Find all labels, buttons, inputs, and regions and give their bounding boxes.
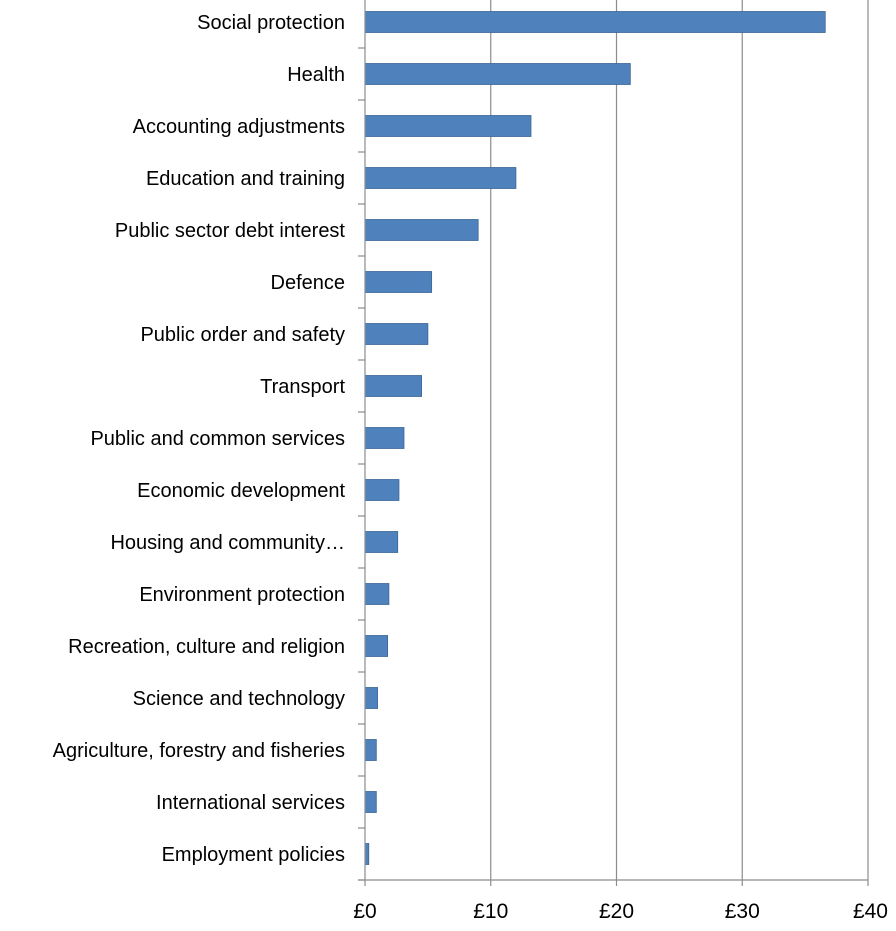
category-label: Public order and safety	[140, 324, 345, 346]
category-label: Housing and community…	[110, 532, 345, 554]
category-label: Environment protection	[139, 584, 345, 606]
category-label: Education and training	[146, 168, 345, 190]
gridlines	[490, 0, 869, 880]
x-tick-label: £0	[353, 900, 376, 923]
category-label: Economic development	[137, 480, 345, 502]
bar	[364, 739, 377, 761]
x-tick-labels: £0 £10 £20 £30 £40	[353, 900, 888, 923]
category-label: Employment policies	[162, 844, 345, 866]
bar	[364, 791, 377, 813]
axes	[358, 0, 869, 886]
bar	[364, 583, 390, 605]
bar	[364, 375, 422, 397]
bar	[364, 271, 433, 293]
bar	[364, 219, 479, 241]
category-labels: Social protection Health Accounting adjust…	[53, 12, 346, 866]
x-tick-label: £10	[473, 900, 508, 923]
bar	[364, 687, 378, 709]
bar	[364, 635, 389, 657]
x-tick-label: £40	[853, 900, 888, 923]
bar	[364, 115, 532, 137]
category-label: Social protection	[197, 12, 345, 34]
category-label: Public sector debt interest	[115, 220, 346, 242]
bar	[364, 167, 517, 189]
bar	[364, 323, 429, 345]
bar	[364, 427, 405, 449]
category-label: Transport	[260, 376, 345, 398]
x-tick-label: £20	[599, 900, 634, 923]
category-label: Recreation, culture and religion	[68, 636, 345, 658]
category-label: Agriculture, forestry and fisheries	[53, 740, 345, 762]
x-tick-label: £30	[725, 900, 760, 923]
bar	[364, 479, 400, 501]
category-label: International services	[156, 792, 345, 814]
category-label: Defence	[271, 272, 346, 294]
bar	[364, 531, 399, 553]
bars	[364, 11, 826, 865]
category-label: Health	[287, 64, 345, 86]
bar	[364, 63, 631, 85]
category-label: Science and technology	[133, 688, 345, 710]
category-label: Accounting adjustments	[133, 116, 345, 138]
category-label: Public and common services	[90, 428, 345, 450]
bar	[364, 11, 826, 33]
